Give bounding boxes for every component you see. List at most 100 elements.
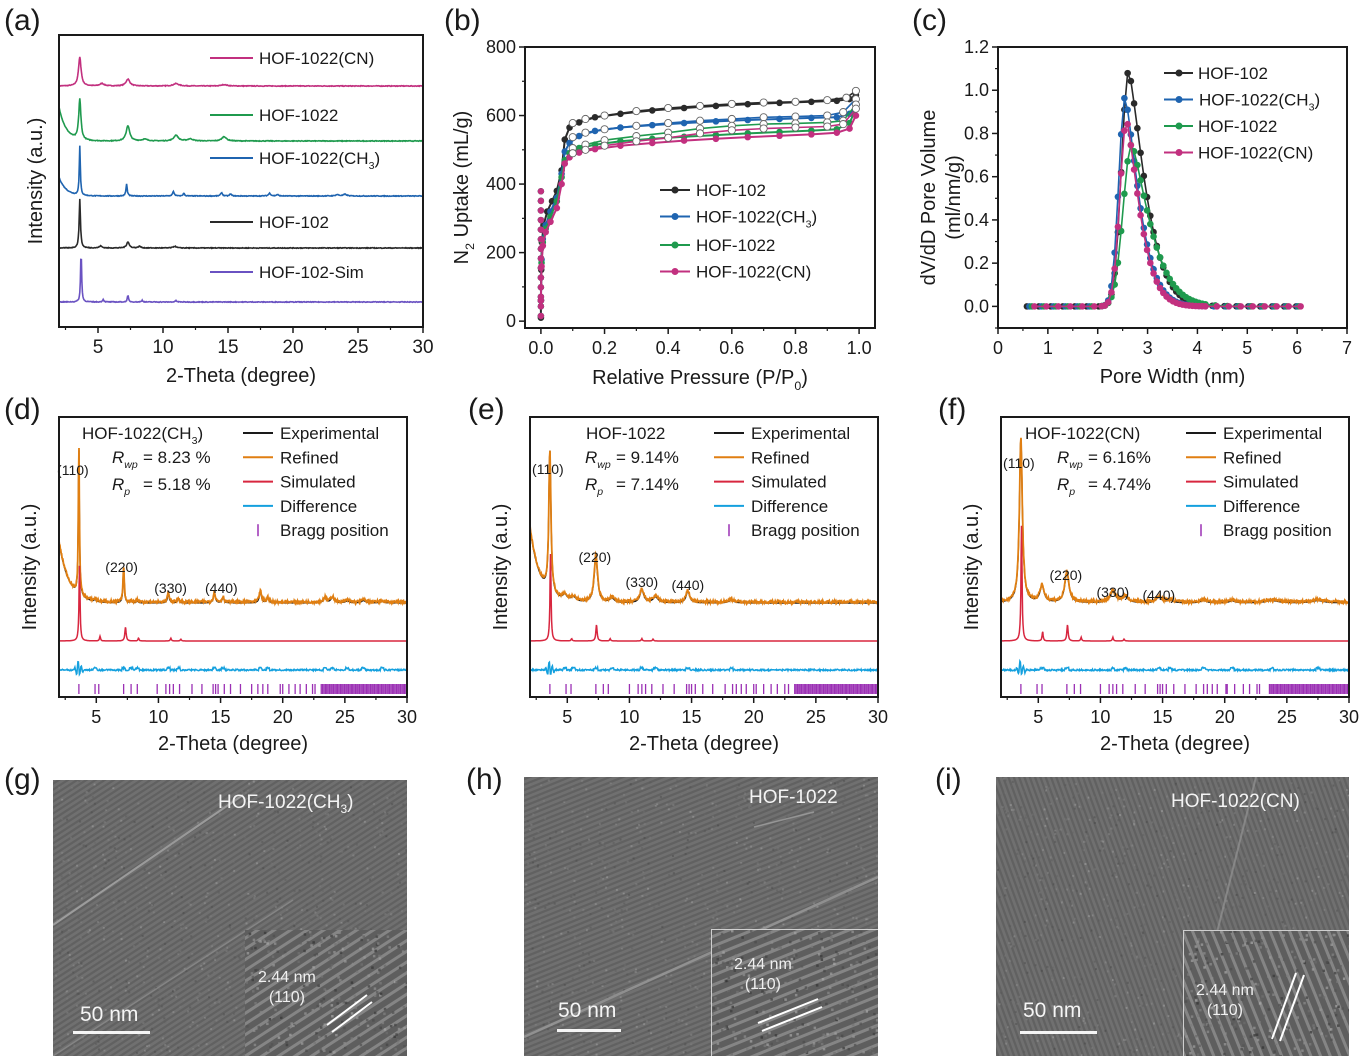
tem-noise-speck	[1276, 881, 1279, 884]
tem-noise-speck	[833, 857, 836, 860]
tem-noise-speck	[390, 891, 393, 894]
tem-noise-speck	[766, 886, 769, 889]
tem-noise-speck	[1200, 811, 1203, 814]
inset-noise-speck	[362, 933, 365, 937]
inset-noise-speck	[257, 1025, 260, 1029]
tem-noise-speck	[686, 875, 689, 878]
inset-noise-speck	[755, 1011, 759, 1014]
inset-noise-speck	[267, 1049, 270, 1052]
inset-noise-speck	[289, 1033, 292, 1037]
data-point	[1147, 259, 1154, 267]
tem-noise-speck	[1162, 834, 1165, 837]
tem-noise-speck	[1147, 1052, 1150, 1055]
tem-noise-speck	[170, 1035, 173, 1038]
inset-noise-speck	[397, 945, 400, 948]
tem-noise-speck	[837, 911, 839, 914]
tem-noise-speck	[1132, 1050, 1135, 1053]
inset-noise-speck	[1242, 1044, 1245, 1047]
tem-noise-speck	[708, 827, 711, 830]
tem-noise-speck	[361, 784, 364, 787]
fringe-line	[524, 777, 878, 993]
tem-noise-speck	[1166, 836, 1168, 839]
tem-noise-speck	[1225, 836, 1228, 839]
fringe-line	[1125, 777, 1349, 1056]
inset-noise-speck	[379, 982, 382, 985]
adsorption-point	[852, 112, 860, 119]
inset-noise-speck	[835, 1018, 838, 1022]
fringe-line	[524, 777, 878, 998]
tem-noise-speck	[103, 867, 106, 870]
tem-noise-speck	[687, 1008, 690, 1011]
tem-noise-speck	[91, 892, 93, 895]
inset-noise-speck	[740, 986, 744, 989]
inset-noise-speck	[764, 1034, 767, 1038]
fringe-line	[996, 777, 1199, 1056]
tem-noise-speck	[1304, 801, 1307, 804]
tem-noise-speck	[353, 923, 356, 926]
tem-noise-speck	[564, 867, 566, 869]
tem-noise-speck	[1074, 788, 1077, 791]
tem-noise-speck	[1137, 792, 1140, 795]
fringe-line	[53, 780, 407, 1056]
tem-noise-speck	[1217, 896, 1220, 899]
tem-noise-speck	[1079, 939, 1081, 942]
inset-noise-speck	[1232, 1019, 1236, 1023]
tem-noise-speck	[1334, 831, 1337, 834]
tem-noise-speck	[1047, 871, 1049, 874]
panel-label-c: (c)	[912, 4, 947, 37]
adsorption-point	[617, 124, 624, 131]
tem-noise-speck	[80, 962, 83, 965]
inset-noise-speck	[802, 1040, 806, 1044]
tem-noise-speck	[1051, 925, 1054, 928]
tem-noise-speck	[1072, 831, 1075, 834]
tem-noise-speck	[538, 860, 541, 863]
inset-noise-speck	[377, 971, 380, 975]
inset-noise-speck	[278, 1042, 281, 1045]
crystal-edge	[524, 875, 878, 1039]
adsorption-point	[547, 218, 554, 226]
tem-noise-speck	[208, 872, 211, 875]
data-point	[1150, 270, 1157, 277]
fringe-line	[1021, 777, 1349, 1056]
tem-noise-speck	[61, 851, 64, 854]
inset-noise-speck	[334, 989, 337, 992]
inset-noise-speck	[786, 1020, 789, 1024]
inset-noise-speck	[287, 986, 290, 990]
adsorption-point	[537, 207, 545, 214]
fringe-line	[524, 777, 878, 1056]
tem-noise-speck	[1133, 823, 1136, 826]
tem-noise-speck	[212, 831, 215, 834]
inset-noise-speck	[1331, 953, 1335, 956]
fringe-line	[996, 777, 1180, 1056]
inset-noise-speck	[1301, 1049, 1304, 1052]
tem-noise-speck	[821, 778, 824, 781]
tem-noise-speck	[549, 871, 552, 874]
tem-noise-speck	[1070, 939, 1073, 942]
tem-noise-speck	[664, 958, 667, 961]
tem-noise-speck	[665, 803, 668, 806]
tem-noise-speck	[845, 892, 848, 895]
tem-noise-speck	[1016, 848, 1019, 851]
tem-noise-speck	[112, 797, 115, 800]
tem-noise-speck	[171, 926, 174, 928]
tem-noise-speck	[595, 891, 598, 894]
tem-noise-speck	[643, 915, 646, 918]
hkl-label: (110)	[1003, 455, 1035, 471]
inset-noise-speck	[1322, 1006, 1325, 1009]
tem-noise-speck	[1007, 1026, 1010, 1029]
tem-noise-speck	[1052, 883, 1055, 886]
fringe-line	[53, 780, 407, 1056]
inset-noise-speck	[344, 1046, 347, 1050]
tem-noise-speck	[1039, 879, 1042, 882]
tem-noise-speck	[238, 1028, 241, 1031]
tem-noise-speck	[1028, 855, 1031, 858]
tem-noise-speck	[383, 854, 386, 857]
desorption-point	[791, 112, 800, 121]
tem-noise-speck	[244, 917, 247, 920]
data-point	[1159, 262, 1167, 269]
inset-noise-speck	[342, 1001, 345, 1004]
adsorption-point	[808, 98, 815, 106]
adsorption-point	[542, 228, 549, 236]
tem-noise-speck	[83, 831, 86, 834]
inset-noise-speck	[802, 1044, 806, 1047]
